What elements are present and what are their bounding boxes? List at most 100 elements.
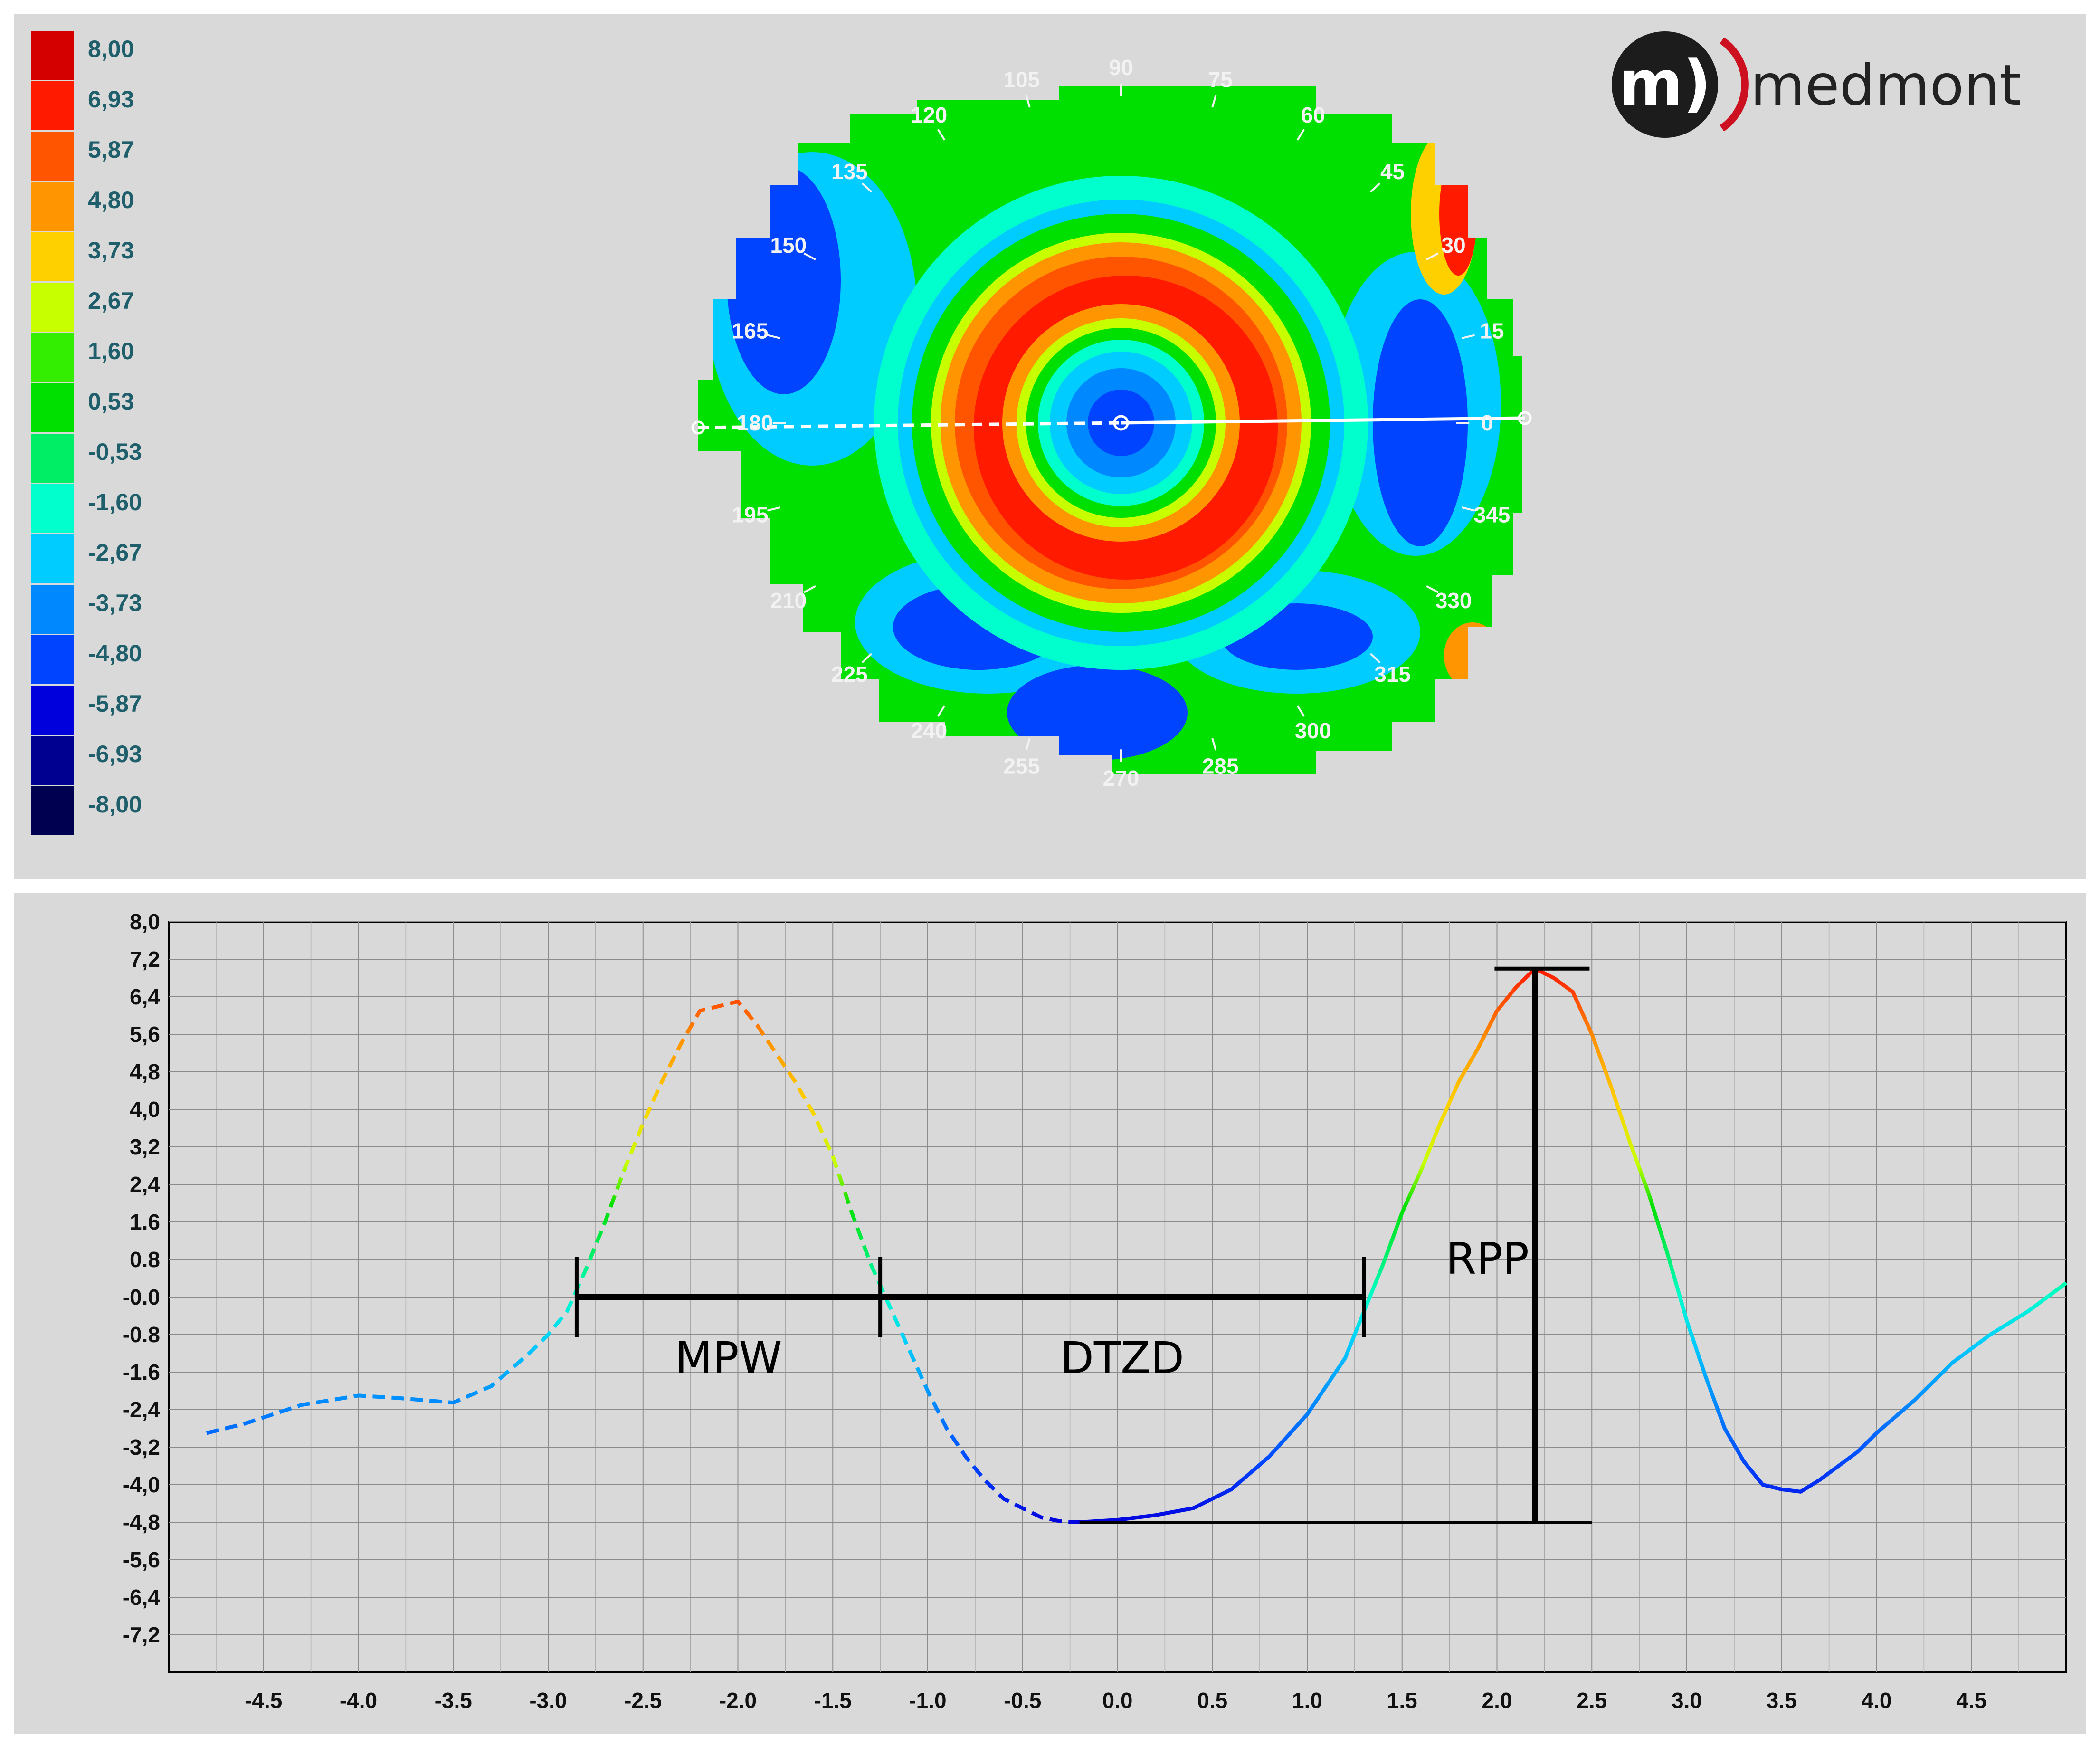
degree-tick (861, 182, 873, 193)
y-tick-label: 7,2 (130, 947, 160, 972)
x-tick-label: -4.5 (245, 1688, 282, 1713)
legend-label: -6,93 (88, 741, 142, 767)
color-scale-legend: 8,00 6,93 5,87 4,80 3,73 2,67 1,60 0,53 -0,53 -1,… (31, 31, 142, 835)
degree-tick (1426, 252, 1439, 261)
y-tick-label: -6,4 (123, 1585, 161, 1610)
legend-swatch (31, 132, 74, 181)
legend-label: -2,67 (88, 539, 142, 566)
degree-tick (1426, 585, 1439, 593)
x-tick-label: 3.0 (1672, 1688, 1702, 1713)
degree-label: 150 (770, 233, 807, 258)
y-tick-label: 4,0 (130, 1097, 160, 1122)
topography-map-panel: 8,00 6,93 5,87 4,80 3,73 2,67 1,60 0,53 -0,53 -1,… (14, 14, 2086, 879)
degree-tick (1296, 705, 1305, 717)
brand-name: medmont (1750, 52, 2022, 118)
degree-label: 105 (1003, 67, 1040, 92)
legend-label: 6,93 (88, 86, 134, 113)
legend-swatch (31, 484, 74, 533)
x-tick-label: 4.0 (1862, 1688, 1892, 1713)
y-tick-label: -7,2 (123, 1622, 160, 1647)
degree-tick (767, 334, 781, 340)
degree-label: 75 (1208, 67, 1233, 92)
degree-tick (767, 506, 781, 512)
degree-tick (861, 653, 873, 663)
legend-label: -4,80 (88, 640, 142, 667)
x-tick-label: 3.5 (1767, 1688, 1797, 1713)
legend-swatch (31, 686, 74, 735)
y-tick-label: 3,2 (130, 1135, 160, 1159)
degree-label: 15 (1480, 318, 1504, 343)
degree-label: 135 (831, 159, 868, 184)
degree-labels: 0 15 30 45 60 75 90 105 120 135 150 165 180 195 210 225… (732, 55, 1510, 791)
degree-tick (1369, 653, 1381, 663)
degree-label: 300 (1295, 718, 1331, 743)
degree-label: 330 (1435, 588, 1472, 613)
legend-swatch (31, 333, 74, 382)
y-tick-label: 6,4 (130, 984, 160, 1009)
degree-label: 60 (1301, 103, 1325, 127)
degree-label: 210 (770, 588, 807, 613)
legend-label: -8,00 (88, 791, 142, 818)
degree-label: 240 (911, 718, 947, 743)
y-tick-label: 1.6 (130, 1210, 160, 1234)
degree-label: 195 (732, 503, 769, 527)
legend-swatch (31, 232, 74, 281)
logo-arc-icon (1720, 37, 1749, 132)
logo-mark-text: m) (1619, 47, 1711, 119)
degree-tick (803, 252, 816, 261)
legend-label: 3,73 (88, 237, 134, 264)
x-tick-label: -2.5 (624, 1688, 662, 1713)
legend-label: -3,73 (88, 590, 142, 616)
degree-label: 255 (1003, 754, 1040, 779)
degree-tick (1025, 95, 1031, 108)
x-tick-label: -3.5 (435, 1688, 472, 1713)
meridian-end-marker-right (1518, 411, 1532, 425)
y-tick-label: -1.6 (123, 1360, 160, 1384)
y-tick-label: -3,2 (123, 1435, 160, 1460)
rpp-label: RPP (1446, 1233, 1529, 1284)
x-tick-label: 1.0 (1292, 1688, 1322, 1713)
y-tick-label: 8,0 (130, 909, 160, 934)
y-tick-label: -4,8 (123, 1510, 160, 1535)
y-tick-label: -5,6 (123, 1547, 160, 1572)
legend-label: -0,53 (88, 439, 142, 465)
map-svg: 8,00 6,93 5,87 4,80 3,73 2,67 1,60 0,53 -0,53 -1,… (31, 31, 2022, 835)
legend-swatch (31, 182, 74, 231)
y-tick-label: -0.8 (123, 1322, 160, 1347)
legend-label: 1,60 (88, 338, 134, 364)
legend-swatch (31, 81, 74, 130)
medmont-logo: m) medmont (1612, 31, 2022, 138)
legend-label: 2,67 (88, 287, 134, 314)
legend-swatch (31, 534, 74, 583)
degree-label: 180 (737, 410, 773, 435)
profile-curve-dashed (206, 999, 1080, 1524)
profile-curve-solid (1079, 966, 2068, 1524)
meridian-end-marker-left (691, 420, 705, 435)
meridian-dashed (698, 421, 1121, 429)
annotations: MPW DTZD RPP (574, 966, 1592, 1524)
degree-tick (1296, 129, 1305, 141)
legend-swatch (31, 736, 74, 785)
x-tick-label: -1.0 (909, 1688, 946, 1713)
degree-label: 345 (1473, 503, 1510, 527)
degree-tick (1461, 506, 1475, 512)
y-tick-label: 0.8 (130, 1247, 160, 1272)
y-tick-label: 4,8 (130, 1059, 160, 1084)
degree-tick (1211, 95, 1217, 108)
legend-label: -1,60 (88, 489, 142, 515)
legend-swatch (31, 434, 74, 483)
x-tick-label: -4.0 (340, 1688, 377, 1713)
y-tick-label: -0.0 (123, 1285, 160, 1309)
legend-swatch (31, 31, 74, 80)
legend-label: -5,87 (88, 690, 142, 717)
legend-swatch (31, 283, 74, 332)
meridian-solid (1121, 416, 1525, 425)
degree-label: 0 (1481, 410, 1493, 435)
profile-chart-panel: 8,0 7,2 6,4 5,6 4,8 4,0 3,2 2,4 1.6 0.8 -0.0 -0.8 -1… (14, 893, 2086, 1734)
x-tick-label: 0.5 (1197, 1688, 1227, 1713)
legend-label: 0,53 (88, 388, 134, 415)
degree-tick (937, 705, 946, 717)
degree-tick (1025, 738, 1031, 751)
degree-tick (1461, 334, 1475, 340)
degree-tick (1211, 738, 1217, 751)
